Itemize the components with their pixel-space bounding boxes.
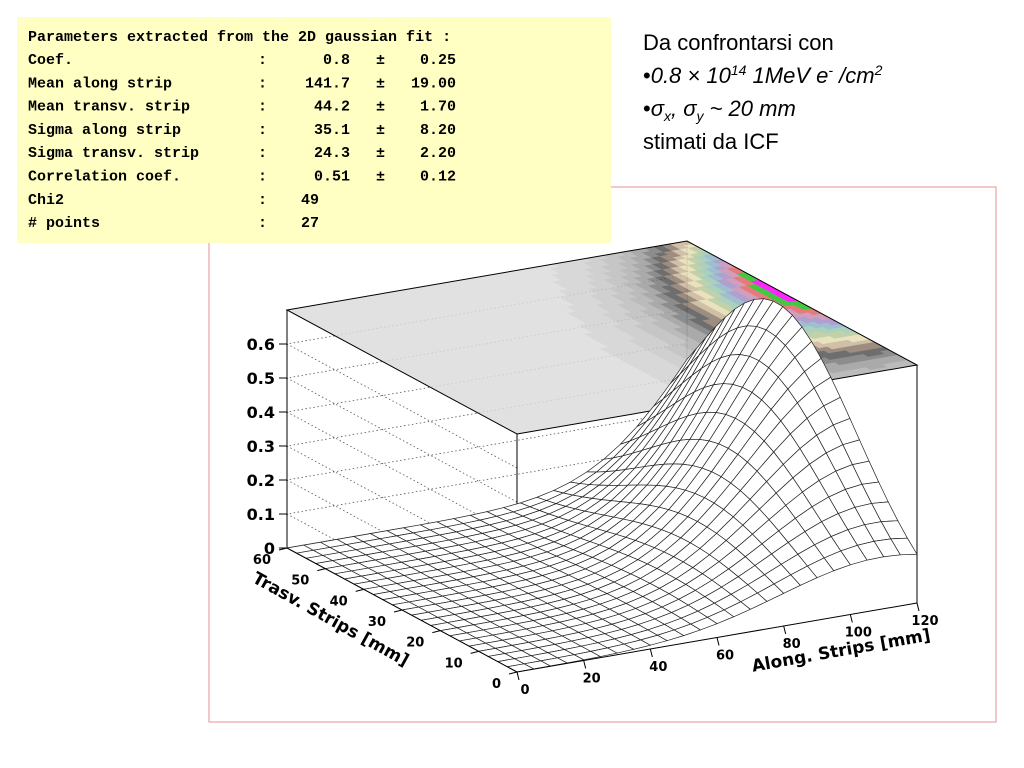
row-value: 24.3: [314, 145, 350, 162]
note-segment: y: [695, 108, 704, 124]
x-tick-label: 120: [911, 614, 938, 629]
row-label: Sigma transv. strip: [28, 145, 199, 162]
row-error: 19.00: [411, 75, 456, 92]
y-tick: [470, 650, 479, 654]
y-tick-label: 30: [368, 615, 386, 630]
row-label: # points: [28, 215, 100, 232]
note-line: stimati da ICF: [643, 129, 779, 154]
note-segment: Da confrontarsi con: [643, 30, 834, 55]
row-separator: :: [258, 75, 267, 92]
x-tick: [583, 660, 587, 669]
row-separator: :: [258, 215, 267, 232]
y-tick: [278, 547, 288, 551]
y-tick: [432, 630, 441, 634]
row-plus-minus: ±: [376, 99, 385, 116]
z-tick-label: 0.4: [247, 403, 275, 422]
note-segment: stimati da ICF: [643, 129, 779, 154]
x-tick-label: 40: [649, 660, 667, 675]
note-line: •0.8 × 1014 1MeV e- /cm2: [643, 62, 883, 88]
row-error: 0.12: [420, 169, 456, 186]
row-separator: :: [258, 52, 267, 69]
y-tick: [393, 609, 403, 613]
fit-title: Parameters extracted from the 2D gaussia…: [28, 29, 451, 46]
row-label: Coef.: [28, 52, 73, 69]
row-error: 8.20: [420, 122, 456, 139]
y-tick-label: 50: [291, 574, 309, 589]
y-tick-label: 0: [492, 677, 501, 692]
row-label: Chi2: [28, 192, 64, 209]
y-tick: [317, 568, 326, 572]
row-label: Correlation coef.: [28, 169, 181, 186]
note-segment: 0.8 × 10: [651, 63, 732, 88]
note-segment: •: [643, 96, 651, 121]
x-tick-label: 80: [783, 637, 801, 652]
x-tick: [849, 614, 853, 623]
plot: 0 0.1 0.2 0.3 0.4 0.5 0.6 0 20 40 60 80 100 120 0 10 20 3…: [247, 240, 939, 698]
x-tick: [783, 625, 787, 635]
z-tick-label: 0.5: [247, 369, 275, 388]
z-tick-label: 0.2: [247, 471, 275, 490]
row-separator: :: [258, 122, 267, 139]
surface: [285, 298, 918, 673]
row-plus-minus: ±: [376, 122, 385, 139]
note-segment: ~ 20 mm: [703, 96, 795, 121]
row-separator: :: [258, 192, 267, 209]
row-value: 0.8: [323, 52, 350, 69]
row-plus-minus: ±: [376, 75, 385, 92]
z-tick-label: 0.1: [247, 505, 275, 524]
fit-rows: Coef.: 0.8 ±0.25 Mean along strip: 141.7 ±19.…: [28, 52, 456, 232]
row-plus-minus: ±: [376, 52, 385, 69]
row-value: 141.7: [305, 75, 350, 92]
x-tick-label: 0: [520, 683, 529, 698]
row-label: Mean along strip: [28, 75, 172, 92]
note-segment: 2: [874, 62, 883, 78]
x-tick-label: 20: [583, 672, 601, 687]
row-value: 49: [301, 192, 319, 209]
notes: Da confrontarsi con •0.8 × 1014 1MeV e- /…: [643, 30, 883, 154]
row-value: 44.2: [314, 99, 350, 116]
row-error: 1.70: [420, 99, 456, 116]
x-tick: [649, 648, 653, 658]
note-segment: , σ: [671, 96, 697, 121]
row-label: Mean transv. strip: [28, 99, 190, 116]
x-tick: [516, 671, 520, 681]
y-tick-label: 40: [330, 594, 348, 609]
x-tick-label: 60: [716, 649, 734, 664]
row-separator: :: [258, 145, 267, 162]
note-segment: /cm: [833, 63, 875, 88]
row-error: 0.25: [420, 52, 456, 69]
note-line: •σx, σy ~ 20 mm: [643, 96, 796, 124]
y-tick-label: 20: [406, 636, 424, 651]
note-segment: x: [663, 108, 672, 124]
note-segment: 14: [731, 62, 747, 78]
y-tick: [508, 671, 518, 675]
z-tick-label: 0: [264, 539, 275, 558]
note-segment: 1MeV e: [746, 63, 828, 88]
row-plus-minus: ±: [376, 145, 385, 162]
z-tick-label: 0.6: [247, 335, 275, 354]
row-error: 2.20: [420, 145, 456, 162]
row-plus-minus: ±: [376, 169, 385, 186]
y-tick-label: 60: [253, 553, 271, 568]
note-segment: •: [643, 63, 651, 88]
y-tick-label: 10: [445, 656, 463, 671]
note-segment: σ: [651, 96, 665, 121]
x-axis-title: Along. Strips [mm]: [750, 626, 932, 677]
z-tick-label: 0.3: [247, 437, 275, 456]
x-tick: [916, 602, 920, 612]
y-tick: [355, 588, 364, 592]
row-value: 35.1: [314, 122, 350, 139]
row-value: 0.51: [314, 169, 350, 186]
x-tick: [716, 637, 720, 646]
row-separator: :: [258, 99, 267, 116]
row-value: 27: [301, 215, 319, 232]
row-separator: :: [258, 169, 267, 186]
fit-box: [17, 17, 611, 243]
x-tick-label: 100: [845, 626, 872, 641]
row-label: Sigma along strip: [28, 122, 181, 139]
note-segment: -: [828, 62, 833, 78]
note-line: Da confrontarsi con: [643, 30, 834, 55]
